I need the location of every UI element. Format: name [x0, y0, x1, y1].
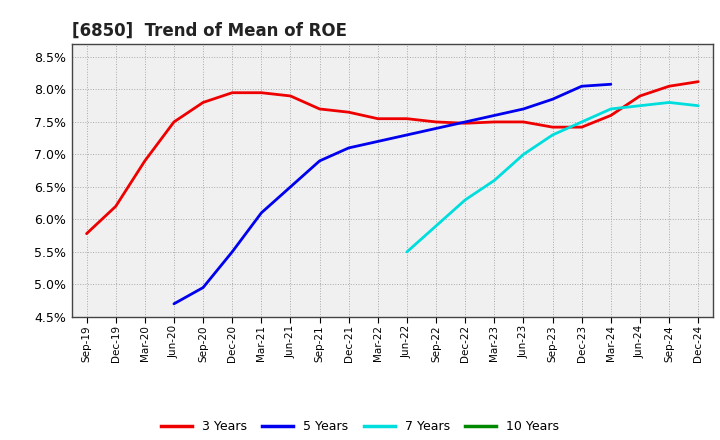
Legend: 3 Years, 5 Years, 7 Years, 10 Years: 3 Years, 5 Years, 7 Years, 10 Years: [156, 415, 564, 438]
Text: [6850]  Trend of Mean of ROE: [6850] Trend of Mean of ROE: [72, 22, 347, 40]
